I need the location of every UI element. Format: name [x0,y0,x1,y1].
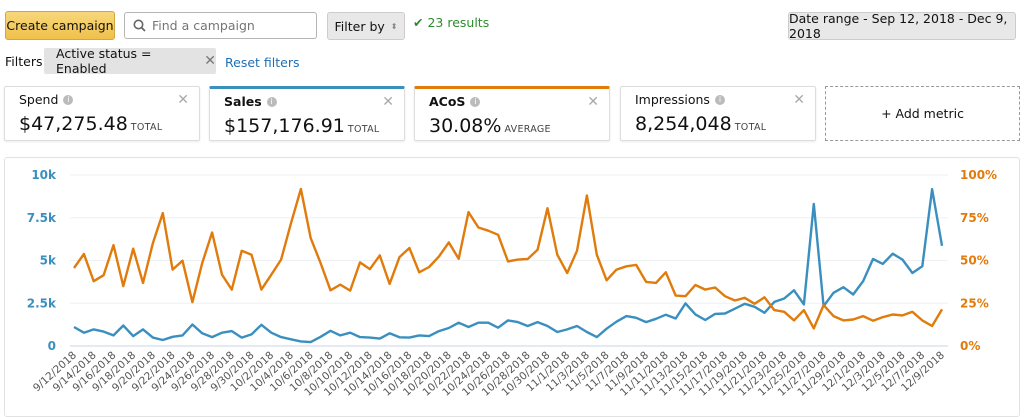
filter-by-label: Filter by [335,19,385,34]
left-axis-tick-label: 7.5k [27,211,57,225]
series-line-sales [74,189,942,342]
results-count: ✔ 23 results [413,15,489,30]
left-axis-tick-label: 2.5k [27,296,57,310]
info-icon: i [267,97,277,107]
metric-unit: AVERAGE [504,124,550,135]
metric-unit: TOTAL [735,122,767,133]
create-campaign-button[interactable]: Create campaign [5,11,115,40]
metric-value: $157,176.91 [224,115,345,137]
metric-title: ACoS [429,94,465,109]
metric-unit: TOTAL [348,124,380,135]
search-box[interactable] [124,12,317,39]
metric-card-acos[interactable]: ACoS i ✕ 30.08%AVERAGE [414,86,610,141]
series-line-acos [74,189,942,328]
search-icon [133,19,146,32]
right-axis-tick-label: 75% [960,211,989,225]
filters-label: Filters: [5,54,47,69]
left-axis-tick-label: 0 [48,339,56,353]
date-range-button[interactable]: Date range - Sep 12, 2018 - Dec 9, 2018 [788,12,1016,40]
sort-caret-icon: ⬍ [391,22,398,31]
close-icon[interactable]: ✕ [204,53,216,69]
right-axis-tick-label: 0% [960,339,980,353]
left-axis-tick-label: 10k [31,168,57,182]
close-icon[interactable]: ✕ [177,92,189,108]
filter-by-dropdown[interactable]: Filter by ⬍ [327,12,405,40]
add-metric-button[interactable]: + Add metric [825,86,1020,141]
metric-unit: TOTAL [131,122,163,133]
metric-title: Spend [19,92,58,107]
info-icon: i [63,95,73,105]
right-axis-tick-label: 25% [960,296,989,310]
search-input[interactable] [152,18,302,33]
close-icon[interactable]: ✕ [793,92,805,108]
metric-value: 30.08% [429,115,501,137]
metric-title: Impressions [635,92,710,107]
left-axis-tick-label: 5k [40,254,57,268]
right-axis-tick-label: 100% [960,168,997,182]
check-icon: ✔ [413,15,423,30]
results-text: 23 results [427,15,489,30]
filter-chip-label: Active status = Enabled [56,46,190,76]
filter-chip: Active status = Enabled ✕ [44,48,216,74]
info-icon: i [715,95,725,105]
close-icon[interactable]: ✕ [382,94,394,110]
metric-title: Sales [224,94,262,109]
info-icon: i [470,97,480,107]
close-icon[interactable]: ✕ [587,94,599,110]
metric-value: $47,275.48 [19,113,128,135]
reset-filters-link[interactable]: Reset filters [225,55,299,70]
metric-value: 8,254,048 [635,113,732,135]
right-axis-tick-label: 50% [960,254,989,268]
